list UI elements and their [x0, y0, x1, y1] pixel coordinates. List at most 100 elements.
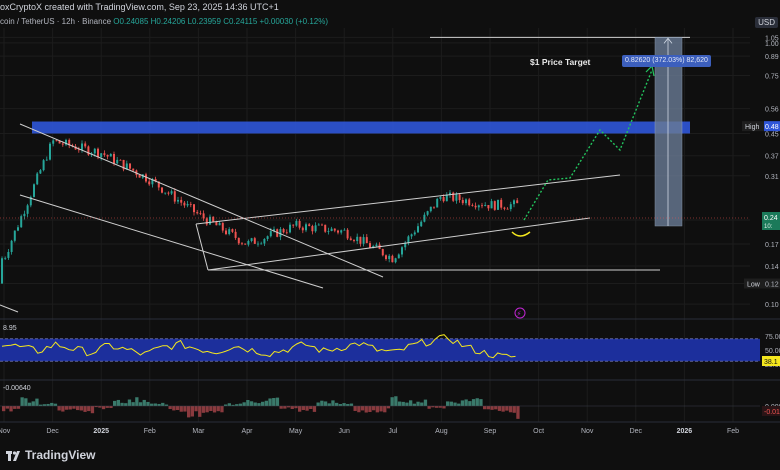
- candle-body: [474, 205, 477, 208]
- candle-body: [237, 237, 240, 244]
- price-target-title: $1 Price Target: [530, 57, 591, 67]
- rsi-tick-label: 75.00: [765, 334, 780, 341]
- candle-body: [353, 240, 355, 242]
- histogram-bar: [346, 403, 350, 406]
- histogram-bar: [353, 406, 357, 411]
- histogram-bar: [327, 403, 331, 406]
- ohlc-change: +0.00030 (+0.12%): [259, 17, 329, 26]
- candle-body: [221, 222, 224, 231]
- histogram-bar: [508, 406, 513, 413]
- histogram-bar: [224, 404, 228, 406]
- histogram-bar: [76, 406, 80, 411]
- histogram-bar: [286, 406, 291, 408]
- histogram-bar: [124, 403, 128, 406]
- candle-body: [129, 163, 131, 169]
- histogram-bar: [483, 406, 487, 410]
- resistance-zone: [32, 121, 690, 134]
- histogram-bar: [412, 403, 416, 406]
- candle-body: [394, 258, 397, 263]
- price-tick-label: 0.10: [765, 302, 779, 309]
- histogram-bar: [431, 406, 435, 408]
- candle-body: [327, 231, 330, 232]
- ohlc-high: H0.24206: [150, 17, 186, 26]
- histogram-bar: [68, 406, 72, 410]
- candle-body: [404, 242, 407, 248]
- histogram-bar: [335, 402, 339, 406]
- histogram-bar: [490, 406, 494, 410]
- histogram-bar: [301, 406, 305, 411]
- candle-body: [321, 224, 323, 226]
- time-axis: Nov Dec 2025 Feb Mar Apr May Jun Jul Aug Sep Oct Nov…: [0, 428, 739, 435]
- histogram-bar: [283, 406, 287, 409]
- candle-body: [346, 229, 349, 239]
- candle-body: [202, 213, 205, 219]
- candle-body: [308, 224, 311, 227]
- candle-body: [292, 224, 295, 226]
- candle-body: [385, 255, 387, 260]
- candle-body: [289, 224, 291, 233]
- price-tick-label: 0.14: [765, 264, 779, 271]
- histogram-bar: [323, 401, 328, 406]
- current-price: 0.24: [764, 215, 778, 222]
- candle-body: [250, 238, 253, 241]
- histogram-bar: [13, 406, 17, 409]
- symbol-legend: coin / TetherUS · 12h · Binance O0.24085…: [0, 17, 328, 26]
- histogram-bar: [372, 406, 376, 411]
- lightning-icon: ⚡: [517, 310, 522, 318]
- histogram-bar: [153, 403, 157, 406]
- candle-body: [183, 202, 186, 206]
- candle-body: [161, 187, 163, 193]
- candle-body: [247, 240, 250, 245]
- histogram-bar: [497, 406, 502, 411]
- histogram-bar: [235, 404, 239, 406]
- candle-body: [503, 207, 506, 209]
- candle-body: [417, 226, 419, 233]
- price-tick-label: 0.56: [765, 107, 779, 114]
- candle-body: [263, 238, 266, 244]
- candle-body: [45, 159, 48, 161]
- histogram-bar: [442, 406, 446, 409]
- candle-body: [218, 222, 221, 226]
- candle-body: [481, 205, 483, 207]
- candle-body: [36, 173, 39, 185]
- candle-body: [132, 168, 135, 171]
- candle-body: [279, 229, 282, 237]
- histogram-bar: [290, 406, 294, 409]
- candle-body: [151, 178, 154, 185]
- time-tick-label: Nov: [581, 428, 594, 435]
- candle-body: [359, 236, 362, 244]
- histogram-bar: [501, 406, 505, 412]
- histogram-bar: [220, 406, 224, 413]
- candle-body: [426, 211, 429, 215]
- histogram-bar: [127, 399, 132, 406]
- candle-body: [375, 244, 378, 247]
- target-measure-box: [654, 37, 683, 227]
- candle-body: [177, 199, 179, 202]
- candle-body: [429, 206, 432, 212]
- trendlines: ⚡: [0, 36, 750, 319]
- histogram-bar: [146, 401, 150, 406]
- histogram-bar: [172, 406, 176, 411]
- histogram-bar: [138, 402, 143, 406]
- histogram-bar: [438, 406, 442, 408]
- currency-selector[interactable]: USD: [755, 17, 778, 28]
- candle-body: [455, 194, 458, 201]
- histogram-bar: [131, 402, 135, 406]
- candle-body: [337, 230, 339, 233]
- chart-caption: oxCryptoX created with TradingView.com, …: [0, 2, 279, 12]
- histogram-bar: [227, 403, 231, 406]
- candle-body: [20, 216, 23, 228]
- high-label-bg: [742, 121, 768, 132]
- candle-body: [26, 205, 29, 214]
- candle-body: [55, 140, 58, 142]
- candle-body: [173, 191, 176, 202]
- histogram-bar: [190, 406, 194, 417]
- histogram-bar: [20, 397, 24, 406]
- high-label: High: [745, 124, 760, 131]
- current-price-bg: [762, 212, 780, 230]
- candle-body: [445, 194, 448, 202]
- histogram-bar: [453, 402, 457, 406]
- histogram-bar: [201, 406, 206, 413]
- candle-body: [225, 230, 227, 235]
